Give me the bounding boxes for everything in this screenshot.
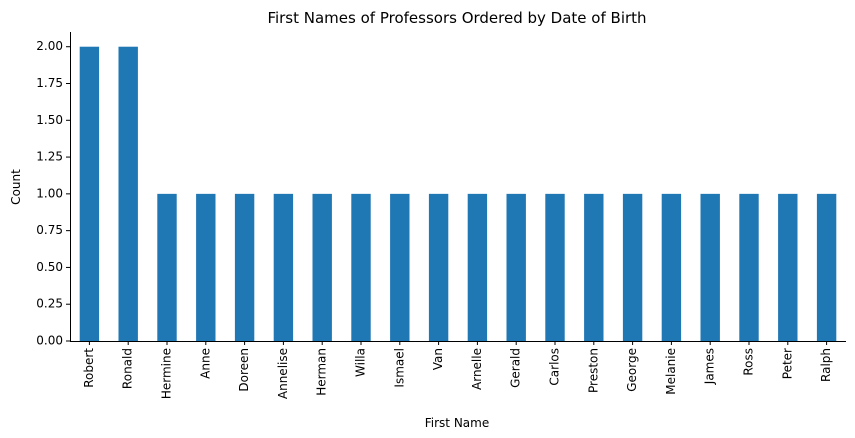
bar-doreen (234, 193, 255, 341)
x-tick-label: Ronald (121, 348, 135, 389)
y-tick-label: 0.00 (36, 334, 63, 348)
x-tick-label: Willa (354, 348, 368, 377)
bar-van (428, 193, 449, 341)
bar-george (622, 193, 643, 341)
bar-preston (584, 193, 604, 341)
bar-peter (778, 193, 798, 341)
y-tick-label: 1.25 (36, 150, 63, 164)
y-tick-label: 0.50 (36, 260, 63, 274)
y-tick-label: 1.50 (36, 113, 63, 127)
y-tick-label: 1.00 (36, 186, 63, 200)
x-tick-label: Robert (82, 348, 96, 388)
x-tick-label: Hermine (160, 348, 174, 399)
x-tick-label: Gerald (509, 348, 523, 388)
x-tick-label: Ross (742, 348, 756, 376)
bar-ismael (390, 193, 410, 341)
bar-willa (351, 193, 371, 341)
chart-title: First Names of Professors Ordered by Dat… (267, 9, 646, 27)
y-axis-ticks: 0.00 0.25 0.50 0.75 1.00 1.25 1.50 1.75 2.00 (36, 39, 70, 348)
x-axis-title: First Name (425, 416, 489, 430)
y-tick-label: 0.25 (36, 297, 63, 311)
x-tick-label: Carlos (548, 348, 562, 386)
x-tick-label: James (703, 348, 717, 385)
x-tick-label: Annelise (276, 348, 290, 399)
y-tick-label: 2.00 (36, 39, 63, 53)
x-tick-label: Ismael (392, 348, 406, 388)
x-tick-label: Preston (586, 348, 600, 393)
x-tick-label: Van (431, 348, 445, 370)
bar-herman (312, 193, 332, 341)
x-tick-label: George (625, 348, 639, 392)
x-tick-label: Peter (780, 348, 794, 379)
bar-melanie (661, 193, 682, 341)
x-axis-ticks: Robert Ronald Hermine Anne Doreen Annelise Her… (82, 341, 833, 399)
x-tick-label: Melanie (664, 348, 678, 395)
y-axis-title: Count (9, 169, 23, 205)
x-tick-label: Arnelle (470, 348, 484, 390)
bar-hermine (157, 193, 177, 341)
bar-anne (196, 193, 216, 341)
bar-ronald (118, 46, 138, 342)
bars-group (79, 46, 837, 342)
y-tick-label: 1.75 (36, 76, 63, 90)
y-tick-label: 0.75 (36, 223, 63, 237)
bar-arnelle (467, 193, 488, 341)
bar-robert (79, 46, 100, 342)
bar-annelise (273, 193, 294, 341)
bar-james (700, 193, 720, 341)
x-tick-label: Herman (315, 348, 329, 396)
x-tick-label: Anne (198, 348, 212, 379)
x-tick-label: Doreen (237, 348, 251, 392)
bar-gerald (506, 193, 526, 341)
bar-ross (739, 193, 759, 341)
bar-ralph (816, 193, 837, 341)
x-tick-label: Ralph (819, 348, 833, 382)
bar-carlos (545, 193, 565, 341)
